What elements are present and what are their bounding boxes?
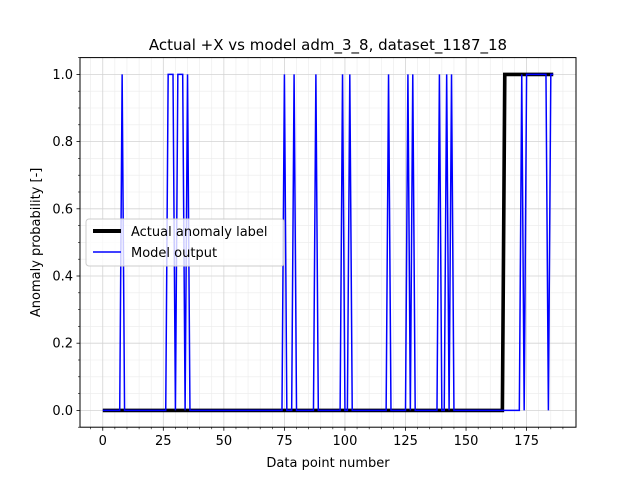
y-axis-label: Anomaly probability [-]: [29, 168, 44, 317]
y-tick-label: 0.8: [52, 135, 73, 150]
y-tick-label: 0.2: [52, 337, 73, 352]
x-tick-label: 125: [393, 434, 418, 449]
x-tick-label: 175: [514, 434, 539, 449]
y-tick-label: 1.0: [52, 68, 73, 83]
series-layer: [102, 72, 554, 413]
chart-title: Actual +X vs model adm_3_8, dataset_1187…: [149, 36, 507, 55]
x-axis: 0 25 50 75 100 125 150 175: [90, 427, 564, 449]
y-axis: 0.0 0.2 0.4 0.6 0.8 1.0: [52, 57, 80, 428]
y-tick-label: 0.0: [52, 404, 73, 419]
x-tick-label: 25: [155, 434, 172, 449]
legend-box: [85, 218, 285, 267]
x-tick-label: 0: [99, 434, 107, 449]
x-tick-label: 150: [454, 434, 479, 449]
series-line-model-output: [102, 73, 554, 412]
legend-label-model: Model output: [131, 246, 217, 261]
x-axis-label: Data point number: [266, 456, 390, 471]
y-tick-label: 0.6: [52, 202, 73, 217]
x-tick-label: 75: [276, 434, 293, 449]
y-tick-label: 0.4: [52, 270, 73, 285]
legend-label-actual: Actual anomaly label: [131, 225, 268, 240]
x-tick-label: 50: [216, 434, 233, 449]
x-tick-label: 100: [333, 434, 358, 449]
legend: Actual anomaly label Model output: [85, 218, 285, 267]
